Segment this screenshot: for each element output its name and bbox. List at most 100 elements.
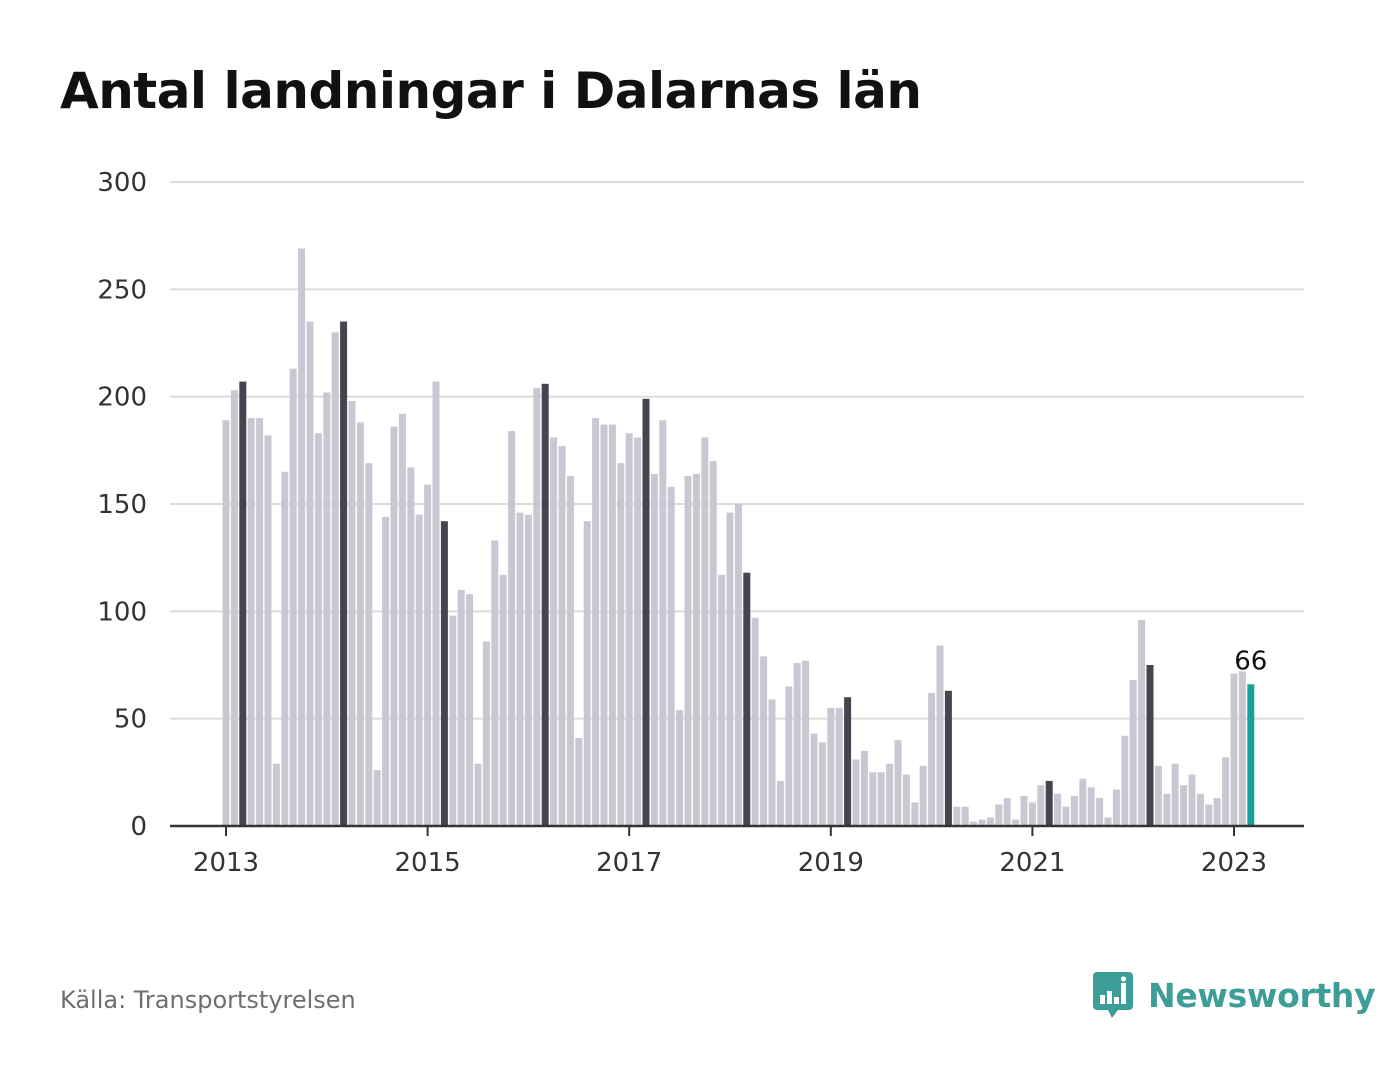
bar [894,740,902,826]
bar [827,707,835,826]
bar [667,486,675,826]
bar [365,463,373,826]
brand-logo[interactable]: Newsworthy [1092,970,1376,1020]
bar [432,381,440,826]
bar [886,763,894,826]
bar [474,763,482,826]
bar [902,774,910,826]
bar [869,772,877,826]
bar [852,759,860,826]
bar [1087,787,1095,826]
bar [583,521,591,826]
bar [953,806,961,826]
bar [491,540,499,826]
bar [608,424,616,826]
x-tick-label: 2019 [798,848,864,878]
bar [230,390,238,826]
bar [936,645,944,826]
newsworthy-logo-icon [1093,972,1133,1018]
bar [524,514,532,826]
bar [844,697,852,826]
bar [340,321,348,826]
bar [239,381,247,826]
bar [1180,785,1188,826]
bar [482,641,490,826]
bar [1238,671,1246,826]
bar [373,770,381,826]
bar [1045,780,1053,826]
bars [222,248,1255,826]
bar [575,738,583,826]
bar [1230,673,1238,826]
bar [541,383,549,826]
bar [533,388,541,826]
bar [634,437,642,826]
y-tick-label: 50 [114,705,147,735]
bar [877,772,885,826]
bar [810,733,818,826]
data-label: 66 [1234,646,1267,676]
bar [961,806,969,826]
bar [272,763,280,826]
y-tick-label: 0 [130,812,147,842]
x-tick-label: 2023 [1201,848,1267,878]
bar [860,750,868,826]
bar [617,463,625,826]
bar [558,446,566,826]
bar [407,467,415,826]
bar [382,516,390,826]
bar [1037,785,1045,826]
bar [264,435,272,826]
x-tick-label: 2013 [193,848,259,878]
bar [1138,619,1146,826]
bar [592,418,600,826]
bar [978,819,986,826]
bar [642,398,650,826]
bar [1213,798,1221,826]
bar [1003,798,1011,826]
bar [440,521,448,826]
bar [802,660,810,826]
chart-title: Antal landningar i Dalarnas län [60,62,922,120]
bar [600,424,608,826]
bar [1062,806,1070,826]
bar [919,765,927,826]
bar [944,690,952,826]
x-tick-label: 2015 [395,848,461,878]
x-tick-label: 2017 [596,848,662,878]
bar [1070,795,1078,826]
bar [1222,757,1230,826]
bar [331,332,339,826]
bar [314,433,322,826]
bar [650,473,658,826]
bar [684,476,692,826]
bar [970,821,978,826]
bar [1079,778,1087,826]
source-note: Källa: Transportstyrelsen [60,986,356,1014]
bar [457,589,465,826]
brand-name: Newsworthy [1148,975,1376,1015]
bar [348,401,356,826]
y-tick-label: 250 [97,275,147,305]
bar [1247,684,1255,826]
bar [718,574,726,826]
bar [911,802,919,826]
bar [415,514,423,826]
y-axis-ticks: 0 50 100 150 200 250 300 [97,168,147,842]
x-tick-label: 2021 [999,848,1065,878]
bar [928,692,936,826]
bar [1196,793,1204,826]
bar [247,418,255,826]
bar [508,431,516,826]
y-tick-label: 150 [97,490,147,520]
bar [306,321,314,826]
y-tick-label: 300 [97,168,147,198]
bar [1129,680,1137,826]
bar [995,804,1003,826]
bar [760,656,768,826]
bar [986,817,994,826]
bar [1054,793,1062,826]
bar [676,710,684,826]
bar [726,512,734,826]
